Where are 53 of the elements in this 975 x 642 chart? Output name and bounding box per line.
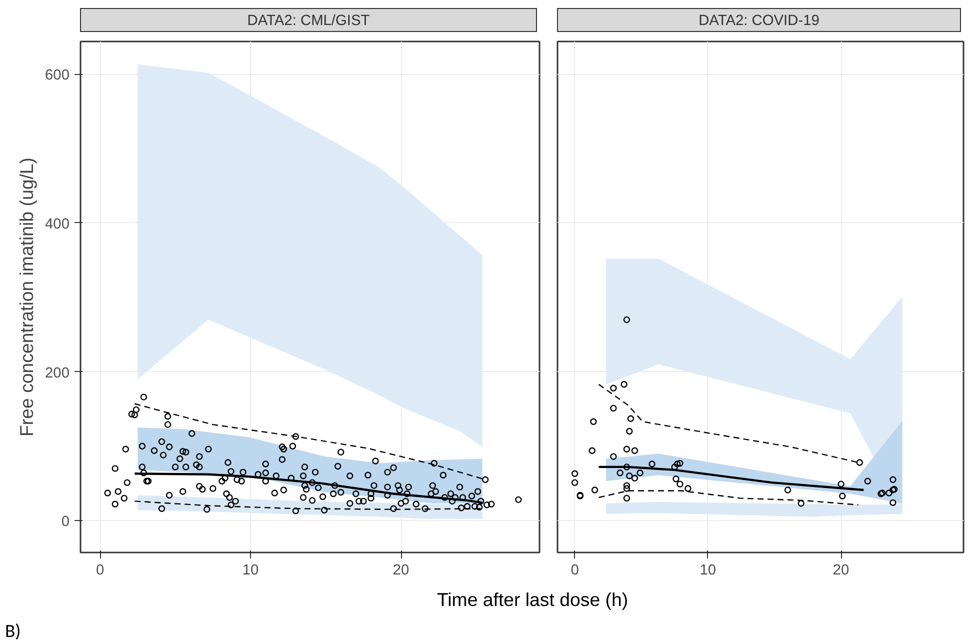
y-tick-label: 200 (45, 365, 70, 382)
point (672, 476, 680, 482)
chart-title: DATA2: COVID-19 (698, 12, 820, 31)
point (616, 470, 624, 476)
point (623, 316, 630, 324)
point (631, 474, 638, 482)
point (886, 490, 892, 496)
point (890, 476, 896, 483)
x-tick-label: 20 (832, 562, 850, 578)
point (636, 470, 644, 476)
point (676, 480, 684, 488)
x-tick-label: 0 (570, 562, 579, 578)
point (623, 446, 630, 452)
point (671, 464, 678, 470)
chart-title: DATA2: CML/GIST (247, 12, 370, 31)
point (588, 447, 596, 454)
x-tick-label: 0 (96, 562, 104, 578)
x-tick-label: 10 (700, 562, 716, 578)
point (838, 480, 844, 488)
point (571, 479, 578, 486)
text: B) (5, 619, 21, 642)
point (631, 447, 638, 454)
point (590, 418, 597, 425)
point (610, 404, 617, 412)
point (610, 384, 617, 392)
y-tick-label: 400 (45, 216, 70, 232)
point (571, 470, 578, 477)
point (864, 478, 872, 484)
point (627, 415, 634, 422)
point (839, 492, 846, 500)
point (676, 460, 684, 467)
point (620, 381, 628, 388)
y-tick-label: 600 (45, 68, 70, 84)
point (623, 482, 630, 489)
point (623, 485, 630, 492)
point (648, 460, 656, 468)
y-axis-title: Free concentration imatinib (ug/L) (16, 158, 38, 436)
x-axis-title: Time after last dose (h) (436, 588, 628, 612)
point (623, 494, 630, 502)
point (626, 472, 633, 480)
point (626, 428, 633, 435)
point (890, 499, 896, 506)
point (591, 486, 598, 494)
point (610, 453, 617, 460)
y-tick-label: 0 (61, 514, 70, 530)
x-tick-label: 20 (392, 562, 410, 578)
point (784, 486, 792, 494)
point (623, 464, 630, 470)
point (856, 459, 864, 466)
x-tick-label: 10 (242, 562, 259, 578)
point (674, 460, 681, 468)
point (684, 485, 692, 492)
point (798, 500, 804, 507)
